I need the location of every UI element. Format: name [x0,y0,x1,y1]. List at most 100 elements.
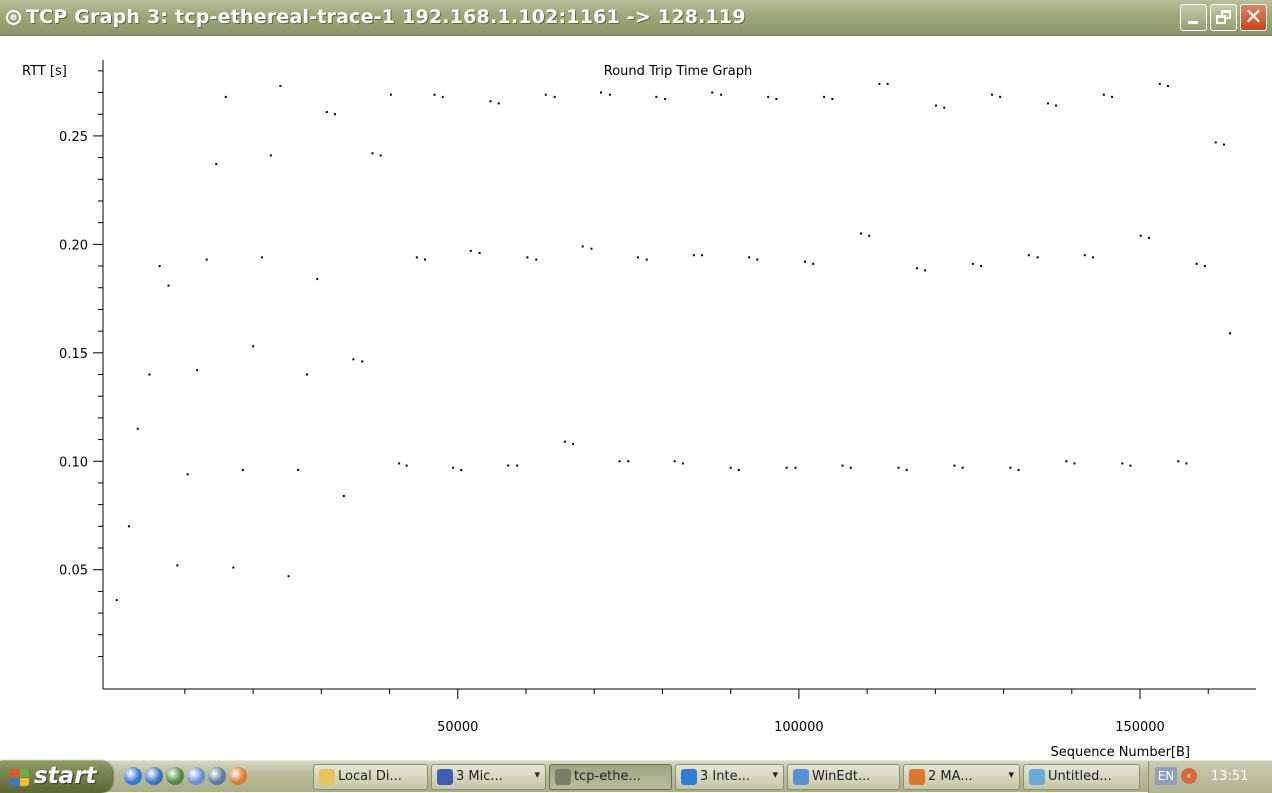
window-title: TCP Graph 3: tcp-ethereal-trace-1 192.16… [26,6,746,28]
taskbar-button-label: 3 Inte... [700,769,750,784]
rtt-point [1177,460,1180,463]
rtt-point [905,468,908,471]
title-bar: e TCP Graph 3: tcp-ethereal-trace-1 192.… [0,0,1272,36]
chart-title: Round Trip Time Graph [604,64,752,79]
rtt-point [600,91,603,94]
rtt-point [196,369,199,372]
desktop-icon[interactable] [187,767,205,785]
rtt-point [1102,93,1105,96]
taskbar-button[interactable]: tcp-ethe... [549,764,672,790]
rtt-point [136,427,139,430]
rtt-point [371,152,374,155]
rtt-point [935,104,938,107]
clock[interactable]: 13:51 [1211,769,1249,784]
rtt-point [127,525,130,528]
language-indicator[interactable]: EN [1155,767,1177,785]
rtt-point [590,247,593,250]
restore-icon [1221,10,1231,19]
rtt-point [756,258,759,261]
rtt-point [1147,236,1150,239]
x-tick-label: 50000 [437,720,478,735]
restore-button[interactable] [1210,4,1237,31]
ethereal-icon: e [6,10,21,25]
rtt-point [961,466,964,469]
ie-icon [681,769,697,785]
rtt-point [186,473,189,476]
y-tick-label: 0.15 [59,347,88,362]
taskbar-button[interactable]: 3 Mic... ▾ [431,764,546,790]
winedt-icon [793,769,809,785]
notepad-icon [1029,769,1045,785]
taskbar-button-label: 3 Mic... [456,769,503,784]
rtt-point [831,98,834,101]
taskbar-button[interactable]: WinEdt... [787,764,900,790]
rtt-point [424,258,427,261]
rtt-point [924,269,927,272]
rtt-point [342,494,345,497]
rtt-point [1121,462,1124,465]
rtt-point [516,464,519,467]
rtt-point [627,460,630,463]
rtt-point [775,98,778,101]
rtt-point [767,95,770,98]
ultraedit-icon[interactable] [166,767,184,785]
rtt-point [433,93,436,96]
y-axis-label: RTT [s] [22,64,67,79]
firefox-icon[interactable] [229,767,247,785]
chart-canvas[interactable]: Round Trip Time Graph RTT [s] Sequence N… [0,36,1272,760]
outlook-icon[interactable] [145,767,163,785]
taskbar-button[interactable]: 3 Inte... ▾ [675,764,784,790]
system-tray: EN ‹ 13:51 [1148,761,1272,793]
rtt-point [990,93,993,96]
taskbar-button[interactable]: Untitled... [1023,764,1140,790]
ie-icon[interactable] [124,767,142,785]
y-tick-label: 0.10 [59,455,88,470]
rtt-point [451,466,454,469]
rtt-point [897,466,900,469]
taskbar: start Local Di... 3 Mic... ▾ tcp-ethe... 3 I… [0,760,1272,793]
taskbar-button[interactable]: Local Di... [313,764,428,790]
rtt-point [729,466,732,469]
rtt-point [1009,466,1012,469]
start-button[interactable]: start [0,761,112,793]
rtt-point [1158,82,1161,85]
close-button[interactable]: ✕ [1240,4,1267,31]
rtt-point [953,464,956,467]
rtt-point [232,566,235,569]
rtt-point [1111,95,1114,98]
show-hidden-icons-button[interactable]: ‹ [1181,768,1197,784]
rtt-graph[interactable]: Round Trip Time Graph RTT [s] Sequence N… [0,36,1272,760]
rtt-point [1195,262,1198,265]
rtt-point [1065,460,1068,463]
rtt-point [507,464,510,467]
rtt-point [279,85,282,88]
rtt-point [823,95,826,98]
matlab-icon [909,769,925,785]
rtt-point [148,373,151,376]
rtt-point [297,468,300,471]
rtt-point [980,265,983,268]
rtt-point [405,464,408,467]
taskbar-button[interactable]: 2 MA... ▾ [903,764,1020,790]
rtt-point [681,462,684,465]
rtt-point [478,252,481,255]
rtt-point [215,163,218,166]
rtt-point [915,267,918,270]
rtt-point [841,464,844,467]
rtt-point [553,95,556,98]
rtt-point [389,93,392,96]
minimize-button[interactable] [1180,4,1207,31]
rtt-point [224,95,227,98]
rtt-point [711,91,714,94]
rtt-point [868,234,871,237]
chevron-down-icon: ▾ [772,768,778,781]
rtt-point [287,575,290,578]
rtt-point [878,82,881,85]
rtt-point [618,460,621,463]
rtt-point [1222,143,1225,146]
rtt-point [581,245,584,248]
windows-logo-icon [10,769,30,786]
rtt-point [544,93,547,96]
network-icon[interactable] [208,767,226,785]
rtt-point [398,462,401,465]
